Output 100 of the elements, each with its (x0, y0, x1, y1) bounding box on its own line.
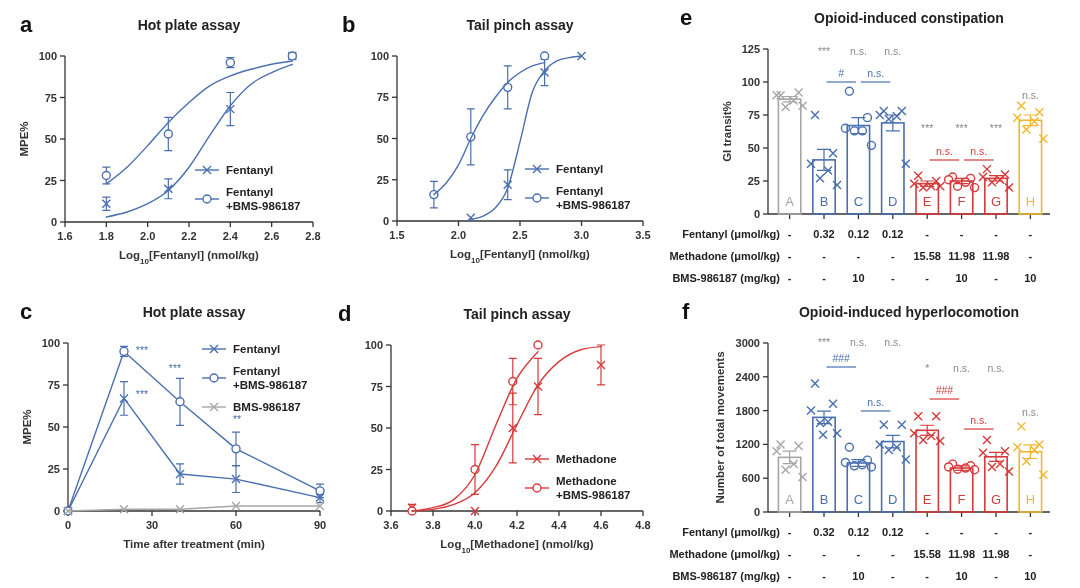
y-tick-label: 3000 (735, 337, 760, 349)
text: - (822, 250, 827, 262)
x-axis-title: Log$_{10}$[Fentanyl] (nmol/kg) (119, 249, 260, 266)
text: - (959, 526, 964, 538)
chart-title: Opioid-induced hyperlocomotion (798, 304, 1020, 320)
x-tick-label: 60 (229, 519, 243, 531)
text: - (925, 272, 930, 284)
y-tick-label: 50 (47, 421, 60, 433)
x-tick-label: H (1025, 194, 1036, 209)
annotation: * (925, 362, 930, 374)
text: - (890, 272, 895, 284)
text: - (787, 548, 792, 560)
x-tick-label: 4.4 (551, 519, 568, 531)
text: - (822, 548, 827, 560)
annotation: n.s. (970, 414, 988, 426)
text: 10 (955, 272, 968, 284)
y-tick-label: 0 (53, 505, 60, 517)
annotation: n.s. (849, 336, 867, 348)
x-tick-label: 90 (313, 519, 327, 531)
chart-title: Tail pinch assay (466, 17, 574, 33)
annotation: n.s. (987, 362, 1005, 374)
x-tick-label: E (922, 194, 932, 209)
y-tick-label: 100 (370, 50, 389, 62)
x-tick-label: 3.5 (635, 229, 651, 241)
x-tick-label: 4.0 (467, 519, 483, 531)
text: 11.98 (982, 548, 1010, 560)
annotation: n.s. (884, 45, 902, 57)
y-tick-label: 75 (47, 379, 60, 391)
text: - (994, 526, 999, 538)
text: - (925, 526, 930, 538)
text: - (890, 250, 895, 262)
text: d (338, 301, 352, 326)
text: Methadone (μmol/kg) (669, 250, 781, 262)
legend-label: Fentanyl (233, 343, 281, 355)
legend-label: Methadone (556, 453, 617, 465)
x-tick-label: 2.0 (450, 229, 467, 241)
x-tick-label: A (785, 194, 795, 209)
text: f (682, 299, 690, 324)
x-tick-label: 2.8 (305, 230, 321, 242)
x-axis-title: Log$_{10}$[Fentanyl] (nmol/kg) (450, 248, 591, 265)
x-tick-label: G (990, 492, 1002, 507)
y-tick-label: 50 (747, 142, 760, 154)
text: - (856, 250, 861, 262)
text: 10 (852, 272, 865, 284)
text: - (890, 548, 895, 560)
x-tick-label: B (819, 492, 829, 507)
text: 0.12 (882, 526, 904, 538)
text: BMS-986187 (mg/kg) (672, 570, 781, 582)
y-tick-label: 100 (38, 50, 57, 62)
y-tick-label: 50 (44, 133, 57, 145)
text: - (1028, 250, 1033, 262)
text: Fentanyl (μmol/kg) (682, 228, 781, 240)
annotation: n.s. (1021, 406, 1039, 418)
x-tick-label: 1.6 (57, 230, 73, 242)
text: Fentanyl (μmol/kg) (682, 526, 781, 538)
annotation: n.s. (867, 396, 885, 408)
y-tick-label: 125 (741, 43, 760, 55)
annotation: n.s. (935, 145, 953, 157)
annotation: *** (168, 362, 182, 374)
text: - (890, 570, 895, 582)
annotation: ### (832, 352, 851, 364)
text: 0.12 (882, 228, 904, 240)
y-tick-label: 75 (44, 91, 57, 104)
chart-title: Tail pinch assay (463, 306, 571, 322)
x-tick-label: 3.8 (425, 519, 441, 531)
text: 11.98 (948, 548, 976, 560)
text: - (994, 272, 999, 284)
chart-title: Hot plate assay (137, 17, 241, 33)
y-tick-label: 1200 (735, 438, 760, 451)
y-axis-title: MPE% (21, 409, 33, 445)
text: 10 (1024, 570, 1037, 582)
x-tick-label: H (1025, 492, 1036, 507)
x-tick-label: 4.2 (509, 519, 525, 531)
y-tick-label: 0 (753, 506, 760, 518)
annotation: ### (935, 384, 954, 396)
x-tick-label: 3.0 (573, 229, 590, 241)
x-tick-label: D (888, 194, 898, 209)
text: 15.58 (913, 250, 941, 262)
text: 15.58 (913, 548, 941, 560)
text: b (342, 12, 356, 37)
text: - (822, 272, 827, 284)
text: - (787, 228, 792, 240)
y-tick-label: 0 (50, 216, 57, 228)
x-tick-label: C (853, 194, 864, 209)
annotation: n.s. (884, 336, 902, 348)
y-tick-label: 75 (370, 380, 383, 393)
y-tick-label: 1800 (735, 404, 760, 417)
y-tick-label: 100 (364, 339, 383, 351)
text: 11.98 (982, 250, 1010, 262)
y-tick-label: 100 (41, 337, 60, 349)
y-tick-label: 75 (747, 109, 760, 121)
annotation: n.s. (970, 145, 988, 157)
y-axis-title: Number of total movements (714, 351, 726, 504)
x-tick-label: 2.4 (222, 230, 239, 242)
y-axis-title: MPE% (18, 121, 30, 157)
x-tick-label: 3.6 (383, 519, 399, 531)
text: 11.98 (948, 250, 976, 262)
y-tick-label: 25 (47, 463, 60, 475)
text: - (925, 228, 930, 240)
y-tick-label: 25 (376, 173, 389, 186)
